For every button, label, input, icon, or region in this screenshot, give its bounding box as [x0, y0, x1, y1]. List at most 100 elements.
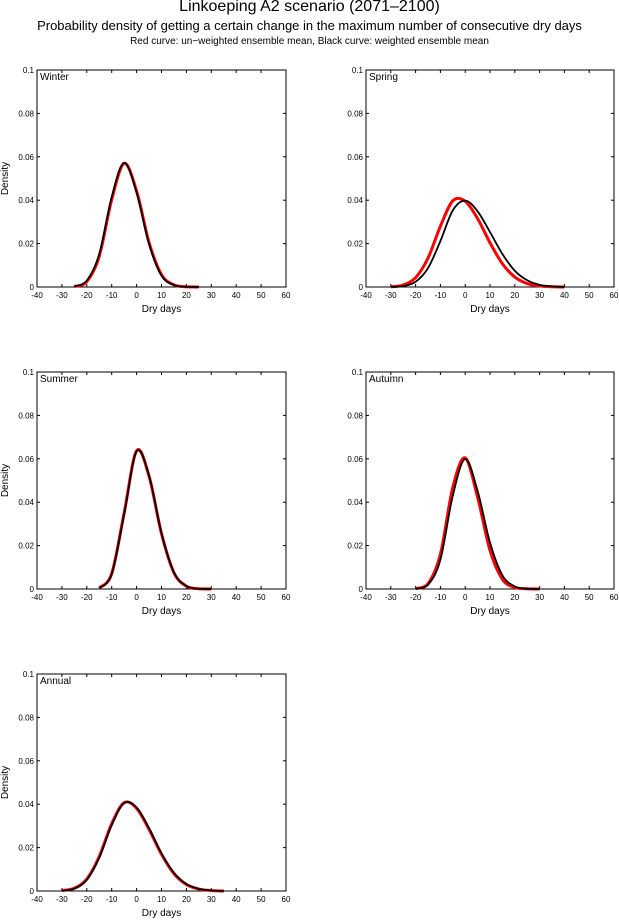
y-axis-label: Density	[0, 766, 11, 799]
plot-frame	[36, 371, 287, 590]
x-axis-label: Dry days	[142, 304, 181, 315]
panel-autumn: -40 -30 -20 -10 0 10 20 30 40 50 60 0 0.02 0.04 0.06 0.…	[347, 368, 619, 617]
y-tick-label: 0.02	[18, 542, 34, 551]
x-tick-label: -30	[56, 895, 68, 904]
x-tick-label: 40	[560, 291, 569, 300]
x-tick-label: 50	[585, 291, 594, 300]
x-tick-label: 30	[207, 895, 216, 904]
x-tick-label: 30	[207, 593, 216, 602]
x-tick-label: -10	[435, 593, 447, 602]
plot-frame	[365, 69, 615, 288]
x-tick-label: -40	[31, 593, 43, 602]
y-tick-label: 0.04	[18, 800, 34, 809]
weighted-mean-curve	[61, 801, 224, 892]
y-tick-label: 0.02	[347, 240, 363, 249]
y-tick-label: 0.08	[347, 109, 363, 118]
y-tick-label: 0.04	[347, 196, 363, 205]
x-tick-label: 0	[134, 895, 139, 904]
x-tick-label: 50	[257, 895, 266, 904]
x-tick-label: -20	[81, 291, 93, 300]
y-tick-label: 0.1	[23, 368, 35, 377]
y-axis-label: Density	[0, 162, 11, 195]
y-tick-label: 0.1	[23, 670, 35, 679]
x-tick-label: 0	[463, 593, 468, 602]
x-tick-label: 30	[207, 291, 216, 300]
x-tick-label: -10	[435, 291, 447, 300]
y-tick-label: 0	[30, 283, 35, 292]
y-tick-label: 0.04	[347, 498, 363, 507]
x-tick-label: -20	[81, 895, 93, 904]
x-tick-label: 40	[560, 593, 569, 602]
y-tick-label: 0.02	[347, 542, 363, 551]
chart-subtitle: Probability density of getting a certain…	[37, 18, 582, 33]
panel-label: Annual	[40, 676, 71, 687]
x-tick-label: -30	[56, 291, 68, 300]
x-tick-label: 10	[157, 895, 166, 904]
panel-label: Winter	[40, 72, 70, 83]
weighted-mean-curve	[415, 458, 540, 590]
x-tick-label: 40	[232, 291, 241, 300]
x-tick-label: -30	[56, 593, 68, 602]
x-axis-label: Dry days	[142, 606, 181, 617]
x-tick-label: 10	[486, 593, 495, 602]
y-tick-label: 0.04	[18, 196, 34, 205]
y-tick-label: 0	[30, 887, 35, 896]
x-axis-label: Dry days	[470, 606, 509, 617]
x-tick-label: 40	[232, 895, 241, 904]
panel-spring: -40 -30 -20 -10 0 10 20 30 40 50 60 0 0.02 0.04 0.06 0.…	[347, 66, 619, 315]
x-tick-label: 30	[535, 593, 544, 602]
x-tick-label: -40	[360, 291, 372, 300]
x-tick-label: 20	[510, 593, 519, 602]
x-tick-label: 60	[610, 291, 619, 300]
x-tick-label: 10	[157, 593, 166, 602]
panel-summer: -40 -30 -20 -10 0 10 20 30 40 50 60 0 0.02 0.04 0.06 0.…	[0, 368, 291, 617]
y-tick-label: 0.08	[347, 411, 363, 420]
x-tick-label: 30	[535, 291, 544, 300]
x-tick-label: 60	[282, 593, 291, 602]
y-axis-label: Density	[0, 464, 11, 497]
x-axis-label: Dry days	[142, 908, 181, 919]
y-tick-label: 0.02	[18, 240, 34, 249]
weighted-mean-curve	[98, 449, 212, 590]
x-tick-label: 50	[257, 593, 266, 602]
x-tick-label: -10	[106, 593, 118, 602]
plot-frame	[36, 69, 287, 288]
panel-winter: -40 -30 -20 -10 0 10 20 30 40 50 60 0 0.02 0.04 0.06 0.…	[0, 66, 291, 315]
x-tick-label: 20	[182, 895, 191, 904]
panel-label: Summer	[40, 374, 78, 385]
y-tick-label: 0.06	[18, 455, 34, 464]
panel-label: Spring	[369, 72, 398, 83]
x-tick-label: 60	[282, 895, 291, 904]
plot-frame	[365, 371, 615, 590]
y-tick-label: 0.08	[18, 713, 34, 722]
x-tick-label: 50	[585, 593, 594, 602]
y-tick-label: 0.04	[18, 498, 34, 507]
x-tick-label: -40	[31, 895, 43, 904]
panel-annual: -40 -30 -20 -10 0 10 20 30 40 50 60 0 0.02 0.04 0.06 0.…	[0, 670, 291, 919]
x-axis-label: Dry days	[470, 304, 509, 315]
x-tick-label: 20	[182, 291, 191, 300]
y-tick-label: 0.08	[18, 109, 34, 118]
x-tick-label: 10	[486, 291, 495, 300]
y-tick-label: 0	[359, 585, 364, 594]
y-tick-label: 0	[30, 585, 35, 594]
x-tick-label: -20	[410, 291, 422, 300]
y-tick-label: 0.06	[347, 455, 363, 464]
weighted-mean-curve	[73, 161, 199, 288]
y-tick-label: 0.1	[352, 368, 364, 377]
y-tick-label: 0	[359, 283, 364, 292]
y-tick-label: 0.02	[18, 844, 34, 853]
plot-frame	[36, 673, 287, 892]
x-tick-label: -10	[106, 895, 118, 904]
x-tick-label: -40	[31, 291, 43, 300]
x-tick-label: 10	[157, 291, 166, 300]
y-tick-label: 0.06	[18, 153, 34, 162]
x-tick-label: 0	[463, 291, 468, 300]
y-tick-label: 0.08	[18, 411, 34, 420]
x-tick-label: 60	[610, 593, 619, 602]
y-tick-label: 0.1	[23, 66, 35, 75]
x-tick-label: 40	[232, 593, 241, 602]
x-tick-label: -20	[81, 593, 93, 602]
x-tick-label: 0	[134, 593, 139, 602]
